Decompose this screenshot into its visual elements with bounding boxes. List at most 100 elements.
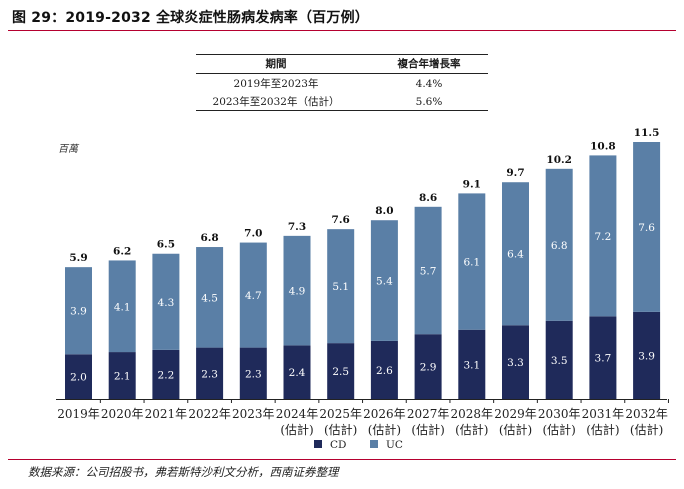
x-tick-label: 2019年 (57, 407, 100, 421)
x-tick-label: (估計) (280, 422, 313, 437)
data-label-cd: 2.2 (158, 369, 175, 381)
cagr-period-cell: 2019年至2023年 (233, 78, 319, 90)
bar-segment-cd (589, 316, 617, 399)
data-label-uc: 4.1 (114, 301, 131, 313)
bar-segment-uc (152, 253, 180, 350)
bar-segment-cd (414, 334, 442, 399)
data-label-uc: 7.6 (638, 222, 655, 234)
bar-segment-cd (633, 311, 661, 399)
bar-segment-uc (108, 260, 136, 353)
x-tick-label: 2024年 (276, 407, 319, 421)
bar-segment-uc (196, 247, 224, 348)
data-label-cd: 2.9 (420, 362, 437, 374)
x-tick-label: (估計) (324, 422, 357, 437)
data-label-cd: 2.5 (332, 366, 349, 378)
data-label-total: 7.0 (244, 228, 262, 240)
data-label-total: 6.8 (200, 232, 218, 244)
x-tick-label: (估計) (543, 422, 576, 437)
bar-segment-cd (327, 343, 355, 399)
bar-segment-cd (239, 347, 267, 399)
data-label-total: 10.2 (546, 154, 572, 166)
bar-segment-uc (327, 229, 355, 344)
x-tick-label: (估計) (586, 422, 619, 437)
bottom-divider (8, 459, 676, 460)
data-label-total: 6.2 (113, 245, 131, 257)
cagr-rate-cell: 4.4% (415, 77, 443, 90)
cagr-period-cell: 2023年至2032年（估計） (196, 92, 356, 111)
x-tick-label: 2026年 (363, 407, 406, 421)
x-tick-label: 2029年 (494, 407, 537, 421)
x-tick-label: 2025年 (319, 407, 362, 421)
bar-segment-cd (283, 345, 311, 399)
data-label-uc: 4.7 (245, 290, 262, 302)
x-tick-label: 2021年 (145, 407, 188, 421)
y-axis-unit-label: 百萬 (58, 144, 78, 155)
bar-segment-cd (545, 320, 573, 399)
data-label-uc: 6.8 (551, 240, 568, 252)
bar-segment-cd (458, 329, 486, 399)
data-label-uc: 6.1 (463, 257, 480, 269)
data-label-uc: 6.4 (507, 249, 524, 261)
data-label-cd: 3.7 (595, 353, 612, 365)
bar-segment-cd (65, 354, 92, 399)
legend-label-uc: UC (386, 439, 403, 451)
data-label-uc: 5.1 (332, 281, 349, 293)
data-label-total: 9.1 (463, 178, 481, 190)
data-label-cd: 2.3 (201, 368, 218, 380)
x-tick-label: 2031年 (582, 407, 625, 421)
x-tick-label: 2023年 (232, 407, 275, 421)
data-label-cd: 2.4 (289, 367, 306, 379)
data-label-cd: 2.6 (376, 365, 393, 377)
data-label-cd: 3.1 (463, 359, 480, 371)
x-tick-label: (估計) (411, 422, 444, 437)
x-tick-label: (估計) (455, 422, 488, 437)
x-tick-label: 2030年 (538, 407, 581, 421)
source-note: 数据来源：公司招股书，弗若斯特沙利文分析，西南证券整理 (28, 465, 339, 479)
bar-segment-uc (370, 220, 398, 341)
x-tick-label: (估計) (630, 422, 663, 437)
data-label-uc: 4.9 (289, 286, 306, 298)
data-label-total: 11.5 (634, 127, 660, 139)
bar-segment-uc (414, 206, 442, 335)
bar-segment-uc (633, 142, 661, 312)
cagr-header-period: 期間 (196, 54, 356, 74)
data-label-uc: 7.2 (595, 231, 612, 243)
data-label-cd: 3.9 (638, 350, 655, 362)
data-label-total: 7.6 (332, 214, 350, 226)
data-label-cd: 2.3 (245, 368, 262, 380)
data-label-cd: 3.5 (551, 355, 568, 367)
cagr-header-rate: 複合年增長率 (370, 54, 488, 74)
data-label-uc: 3.9 (70, 306, 87, 318)
bar-segment-cd (196, 347, 224, 399)
cagr-rate-cell: 5.6% (370, 92, 488, 111)
cagr-table-header: 期間 複合年增長率 (196, 54, 488, 74)
data-label-total: 10.8 (590, 140, 616, 152)
chart-title: 图 29：2019-2032 全球炎症性肠病发病率（百万例） (12, 10, 369, 26)
data-label-total: 5.9 (69, 252, 87, 264)
data-label-uc: 4.5 (201, 292, 218, 304)
bar-segment-uc (458, 193, 486, 330)
bar-segment-uc (65, 267, 92, 355)
x-tick-label: 2032年 (625, 407, 668, 421)
cagr-table: 期間 複合年增長率 2019年至2023年 4.4% 2023年至2032年（估… (196, 54, 488, 111)
data-label-total: 7.3 (288, 221, 306, 233)
x-tick-label: 2028年 (451, 407, 494, 421)
bar-segment-uc (502, 182, 529, 326)
x-tick-label: 2027年 (407, 407, 450, 421)
top-divider (8, 30, 676, 31)
bar-segment-uc (545, 168, 573, 321)
data-label-total: 8.6 (419, 192, 437, 204)
bar-segment-uc (589, 155, 617, 317)
data-label-total: 9.7 (506, 167, 524, 179)
data-label-total: 6.5 (157, 239, 175, 251)
table-row: 2023年至2032年（估計） 5.6% (196, 92, 488, 111)
data-label-cd: 3.3 (507, 357, 524, 369)
legend-swatch-cd (314, 440, 322, 448)
x-tick-label: 2022年 (188, 407, 231, 421)
data-label-cd: 2.0 (70, 372, 87, 384)
legend-swatch-uc (370, 440, 378, 448)
legend-label-cd: CD (330, 439, 346, 451)
bar-segment-uc (239, 242, 267, 348)
bar-segment-uc (283, 235, 311, 346)
